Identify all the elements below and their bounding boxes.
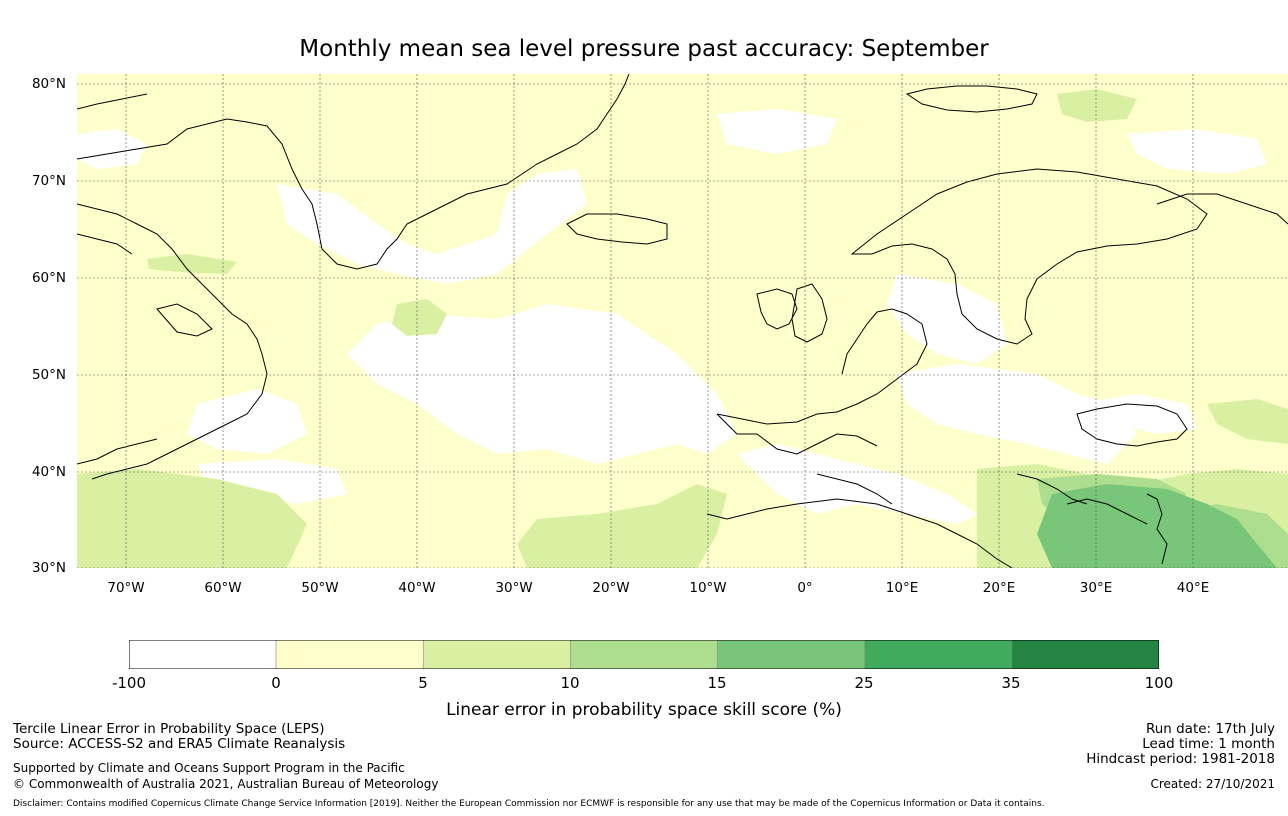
lon-label-70w: 70°W xyxy=(107,580,145,596)
colorbar-tick-8: 100 xyxy=(1144,674,1174,692)
footer-source: Source: ACCESS-S2 and ERA5 Climate Reana… xyxy=(13,736,346,752)
lon-label-0: 0° xyxy=(797,580,813,596)
lon-label-10e: 10°E xyxy=(885,580,919,596)
footer-method: Tercile Linear Error in Probability Spac… xyxy=(13,721,325,737)
footer-run-date: Run date: 17th July xyxy=(1145,721,1275,737)
high-skill-regions xyxy=(1037,484,1277,568)
lon-label-10w: 10°W xyxy=(689,580,727,596)
lon-label-60w: 60°W xyxy=(204,580,242,596)
footer-lead-time: Lead time: 1 month xyxy=(1142,736,1275,752)
gridlines xyxy=(77,74,1288,568)
footer-copyright: © Commonwealth of Australia 2021, Austra… xyxy=(13,777,439,791)
lon-label-20w: 20°W xyxy=(592,580,630,596)
colorbar-tick-4: 10 xyxy=(560,674,580,692)
lon-label-50w: 50°W xyxy=(301,580,339,596)
colorbar-tick-7: 35 xyxy=(1001,674,1021,692)
lat-label-30n: 30°N xyxy=(31,560,66,576)
colorbar-swatch-2 xyxy=(275,640,424,669)
lat-label-60n: 60°N xyxy=(31,270,66,286)
footer-created: Created: 27/10/2021 xyxy=(1150,777,1275,791)
lon-label-30w: 30°W xyxy=(495,580,533,596)
lon-label-20e: 20°E xyxy=(982,580,1016,596)
lat-label-50n: 50°N xyxy=(31,367,66,383)
colorbar-swatch-1 xyxy=(129,640,277,669)
colorbar-tick-3: 5 xyxy=(418,674,428,692)
colorbar-tick-6: 25 xyxy=(854,674,874,692)
colorbar-label: Linear error in probability space skill … xyxy=(446,700,842,720)
lat-label-40n: 40°N xyxy=(31,464,66,480)
colorbar-swatch-6 xyxy=(864,640,1013,669)
skill-map xyxy=(77,74,1288,568)
lon-label-40w: 40°W xyxy=(398,580,436,596)
colorbar-swatch-5 xyxy=(717,640,865,669)
coastlines xyxy=(77,74,1288,568)
lat-label-80n: 80°N xyxy=(31,76,66,92)
map-svg xyxy=(77,74,1288,568)
footer-support: Supported by Climate and Oceans Support … xyxy=(13,761,405,775)
colorbar-swatch-3 xyxy=(423,640,571,669)
lat-label-70n: 70°N xyxy=(31,173,66,189)
footer-hindcast: Hindcast period: 1981-2018 xyxy=(1086,751,1275,767)
colorbar-tick-2: 0 xyxy=(271,674,281,692)
colorbar-tick-1: -100 xyxy=(111,674,147,692)
colorbar-tick-5: 15 xyxy=(707,674,727,692)
no-skill-regions xyxy=(77,109,1267,524)
lon-label-30e: 30°E xyxy=(1079,580,1113,596)
colorbar-svg xyxy=(129,640,1159,669)
colorbar xyxy=(129,640,1159,669)
colorbar-swatch-7 xyxy=(1011,640,1159,669)
lon-label-40e: 40°E xyxy=(1176,580,1210,596)
colorbar-swatch-4 xyxy=(570,640,718,669)
disclaimer: Disclaimer: Contains modified Copernicus… xyxy=(13,799,1045,809)
chart-title: Monthly mean sea level pressure past acc… xyxy=(299,36,989,62)
